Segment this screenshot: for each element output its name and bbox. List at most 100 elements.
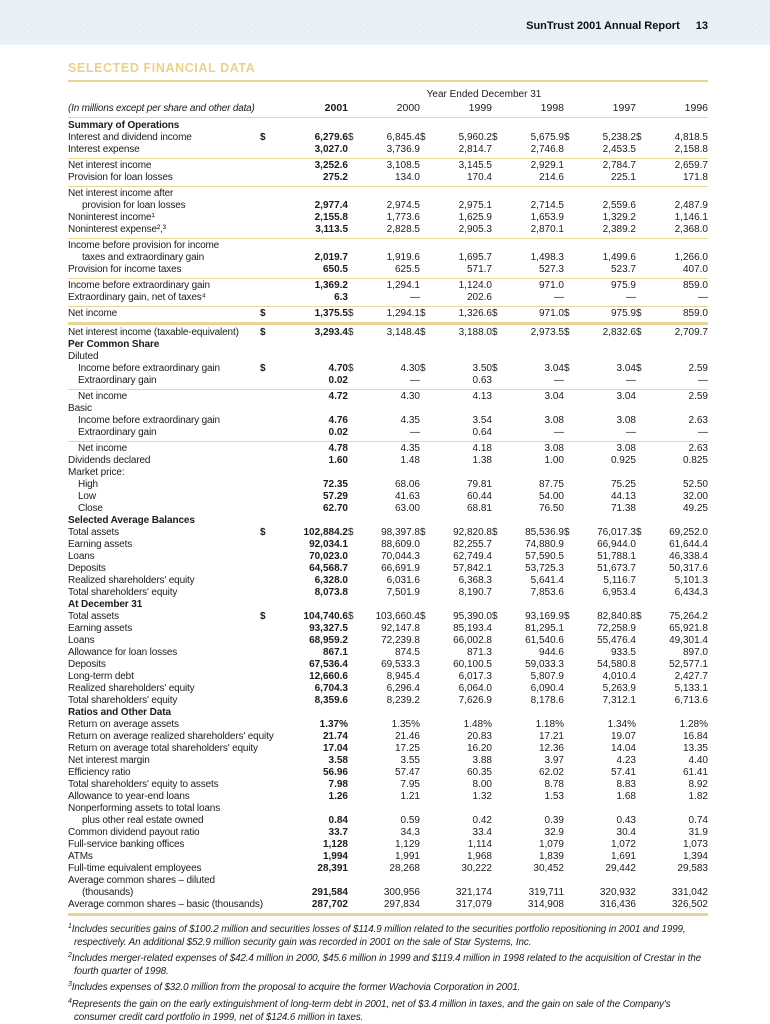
row-label-line: (thousands): [82, 887, 134, 898]
value: 4.23: [616, 755, 636, 766]
value-cell: 4.78: [260, 443, 348, 455]
value-cell: 60,100.5: [420, 659, 492, 671]
row-label-line: Full-service banking offices: [68, 839, 185, 850]
value-cell: 67,536.4: [260, 659, 348, 671]
value: 1,079: [538, 839, 564, 850]
value: 2,977.4: [314, 200, 348, 211]
value: 6,031.6: [386, 575, 420, 586]
value: 88,609.0: [381, 539, 420, 550]
currency-symbol: $: [492, 327, 498, 338]
value-cell: 17.04: [260, 743, 348, 755]
value: 0.02: [328, 427, 348, 438]
value: 5,675.9: [530, 132, 564, 143]
value-cell: $3.04: [492, 363, 564, 375]
value-cell: 28,391: [260, 863, 348, 875]
value-cell: 41.63: [348, 491, 420, 503]
value: 66,002.8: [453, 635, 492, 646]
value: 64,568.7: [309, 563, 348, 574]
value-cell: 6,328.0: [260, 575, 348, 587]
value-cell: 314,908: [492, 899, 564, 911]
value-cell: 52,577.1: [636, 659, 708, 671]
value: 3,027.0: [314, 144, 348, 155]
value-cell: $93,169.9: [492, 611, 564, 623]
value: 76,017.3: [597, 527, 636, 538]
value-cell: 1,073: [636, 839, 708, 851]
value-cell: $5,238.2: [564, 132, 636, 144]
value: 2,832.6: [602, 327, 636, 338]
value: 71.38: [610, 503, 636, 514]
report-header: SunTrust 2001 Annual Report 13: [526, 20, 708, 32]
table-row: Loans 68,959.2 72,239.8 66,002.8 61,540.6 55,…: [68, 635, 708, 647]
value: 5,641.4: [530, 575, 564, 586]
value-cell: 57,842.1: [420, 563, 492, 575]
value-cell: 16.20: [420, 743, 492, 755]
table-row: Total shareholders' equity 8,359.6 8,239.2…: [68, 695, 708, 707]
value: —: [698, 427, 708, 438]
value: 2,975.1: [458, 200, 492, 211]
value-cell: 2,368.0: [636, 224, 708, 236]
value-cell: $98,397.8: [348, 527, 420, 539]
table-row: Full-service banking offices 1,128 1,129 1,…: [68, 839, 708, 851]
value-cell: 28,268: [348, 863, 420, 875]
value: 4.18: [472, 443, 492, 454]
currency-symbol: $: [492, 308, 498, 319]
row-label-line: Earning assets: [68, 539, 133, 550]
column-header-2001: 2001: [324, 102, 348, 114]
value: 72,239.8: [381, 635, 420, 646]
value: 61.41: [682, 767, 708, 778]
value-cell: $3.04: [564, 363, 636, 375]
value: 3.55: [400, 755, 420, 766]
value-cell: 4,010.4: [564, 671, 636, 683]
value: 60,100.5: [453, 659, 492, 670]
value: 41.63: [394, 491, 420, 502]
value-cell: 44.13: [564, 491, 636, 503]
footnote-text: Includes expenses of $32.0 million from …: [71, 982, 521, 994]
value: 1.34%: [607, 719, 636, 730]
value-cell: —: [492, 292, 564, 304]
value-cell: 933.5: [564, 647, 636, 659]
value-cell: 4.35: [348, 443, 420, 455]
value-cell: 20.83: [420, 731, 492, 743]
currency-symbol: $: [636, 363, 642, 374]
value-cell: 64,568.7: [260, 563, 348, 575]
value-cell: 79.81: [420, 479, 492, 491]
table-row: Total assets $102,884.2 $98,397.8 $92,820.8…: [68, 527, 708, 539]
value-cell: 56.96: [260, 767, 348, 779]
row-label-line: Interest and dividend income: [68, 132, 192, 143]
row-label-line: Nonperforming assets to total loans: [68, 803, 221, 814]
row-label: Extraordinary gain: [68, 427, 260, 439]
value: 85,536.9: [525, 527, 564, 538]
row-label: Total assets: [68, 527, 260, 539]
value-cell: $2.59: [636, 363, 708, 375]
value: 4.78: [328, 443, 348, 454]
value: 102,884.2: [303, 527, 349, 538]
value: 2,828.5: [386, 224, 420, 235]
value-cell: 85,193.4: [420, 623, 492, 635]
value: 6.3: [334, 292, 348, 303]
value-cell: 7,312.1: [564, 695, 636, 707]
value-cell: 1.32: [420, 791, 492, 803]
value: 1,773.6: [386, 212, 420, 223]
value-cell: 3,108.5: [348, 160, 420, 172]
value-cell: 1.26: [260, 791, 348, 803]
value: 57.47: [394, 767, 420, 778]
value-cell: 49.25: [636, 503, 708, 515]
value: 1,968: [466, 851, 492, 862]
value: 1.60: [328, 455, 348, 466]
value-cell: 2,155.8: [260, 212, 348, 224]
table-rule: [68, 186, 708, 187]
value: 6,434.3: [674, 587, 708, 598]
value: 523.7: [610, 264, 636, 275]
value-cell: 0.64: [420, 427, 492, 439]
value-cell: 867.1: [260, 647, 348, 659]
value-cell: 14.04: [564, 743, 636, 755]
row-label-line: Deposits: [68, 563, 106, 574]
value-cell: 1,625.9: [420, 212, 492, 224]
value: 61,540.6: [525, 635, 564, 646]
value-cell: 2,870.1: [492, 224, 564, 236]
value-cell: 57.41: [564, 767, 636, 779]
value: 17.04: [322, 743, 348, 754]
value-cell: 4.23: [564, 755, 636, 767]
value-cell: —: [564, 292, 636, 304]
value: 8,239.2: [386, 695, 420, 706]
